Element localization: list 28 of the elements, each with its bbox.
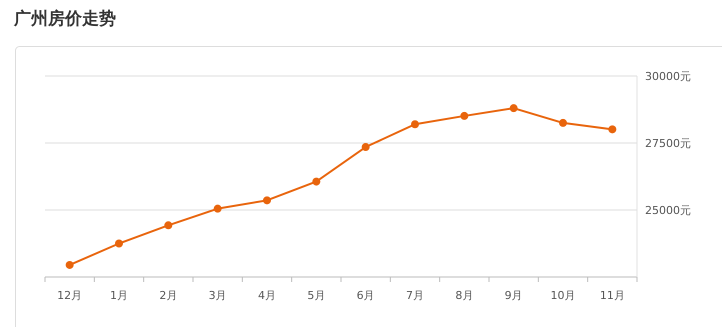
point <box>115 240 123 248</box>
x-tick-label: 4月 <box>258 289 276 302</box>
point <box>312 178 320 186</box>
point <box>66 260 74 269</box>
x-tick-label: 8月 <box>455 289 474 302</box>
point <box>214 204 222 213</box>
chart-title: 广州房价走势 <box>13 9 116 29</box>
x-tick-label: 1月 <box>110 289 128 302</box>
x-tick-label: 7月 <box>406 289 424 302</box>
x-tick-label: 2月 <box>159 289 178 302</box>
x-tick-label: 12月 <box>57 289 82 302</box>
point <box>510 104 518 112</box>
point <box>460 112 468 120</box>
point <box>608 125 616 134</box>
point <box>164 221 172 230</box>
point <box>362 143 370 152</box>
x-tick-label: 9月 <box>504 289 523 302</box>
x-tick-label: 6月 <box>356 289 375 302</box>
x-tick-label: 3月 <box>208 289 227 302</box>
x-tick-label: 10月 <box>550 289 576 302</box>
point <box>559 118 567 127</box>
x-tick-label: 11月 <box>600 289 625 302</box>
x-tick-label: 5月 <box>307 289 326 302</box>
point <box>411 120 419 128</box>
point <box>263 196 271 204</box>
y-tick-label: 25000元 <box>645 204 691 217</box>
y-tick-label: 27500元 <box>645 137 691 150</box>
y-tick-label: 30000元 <box>645 70 691 83</box>
